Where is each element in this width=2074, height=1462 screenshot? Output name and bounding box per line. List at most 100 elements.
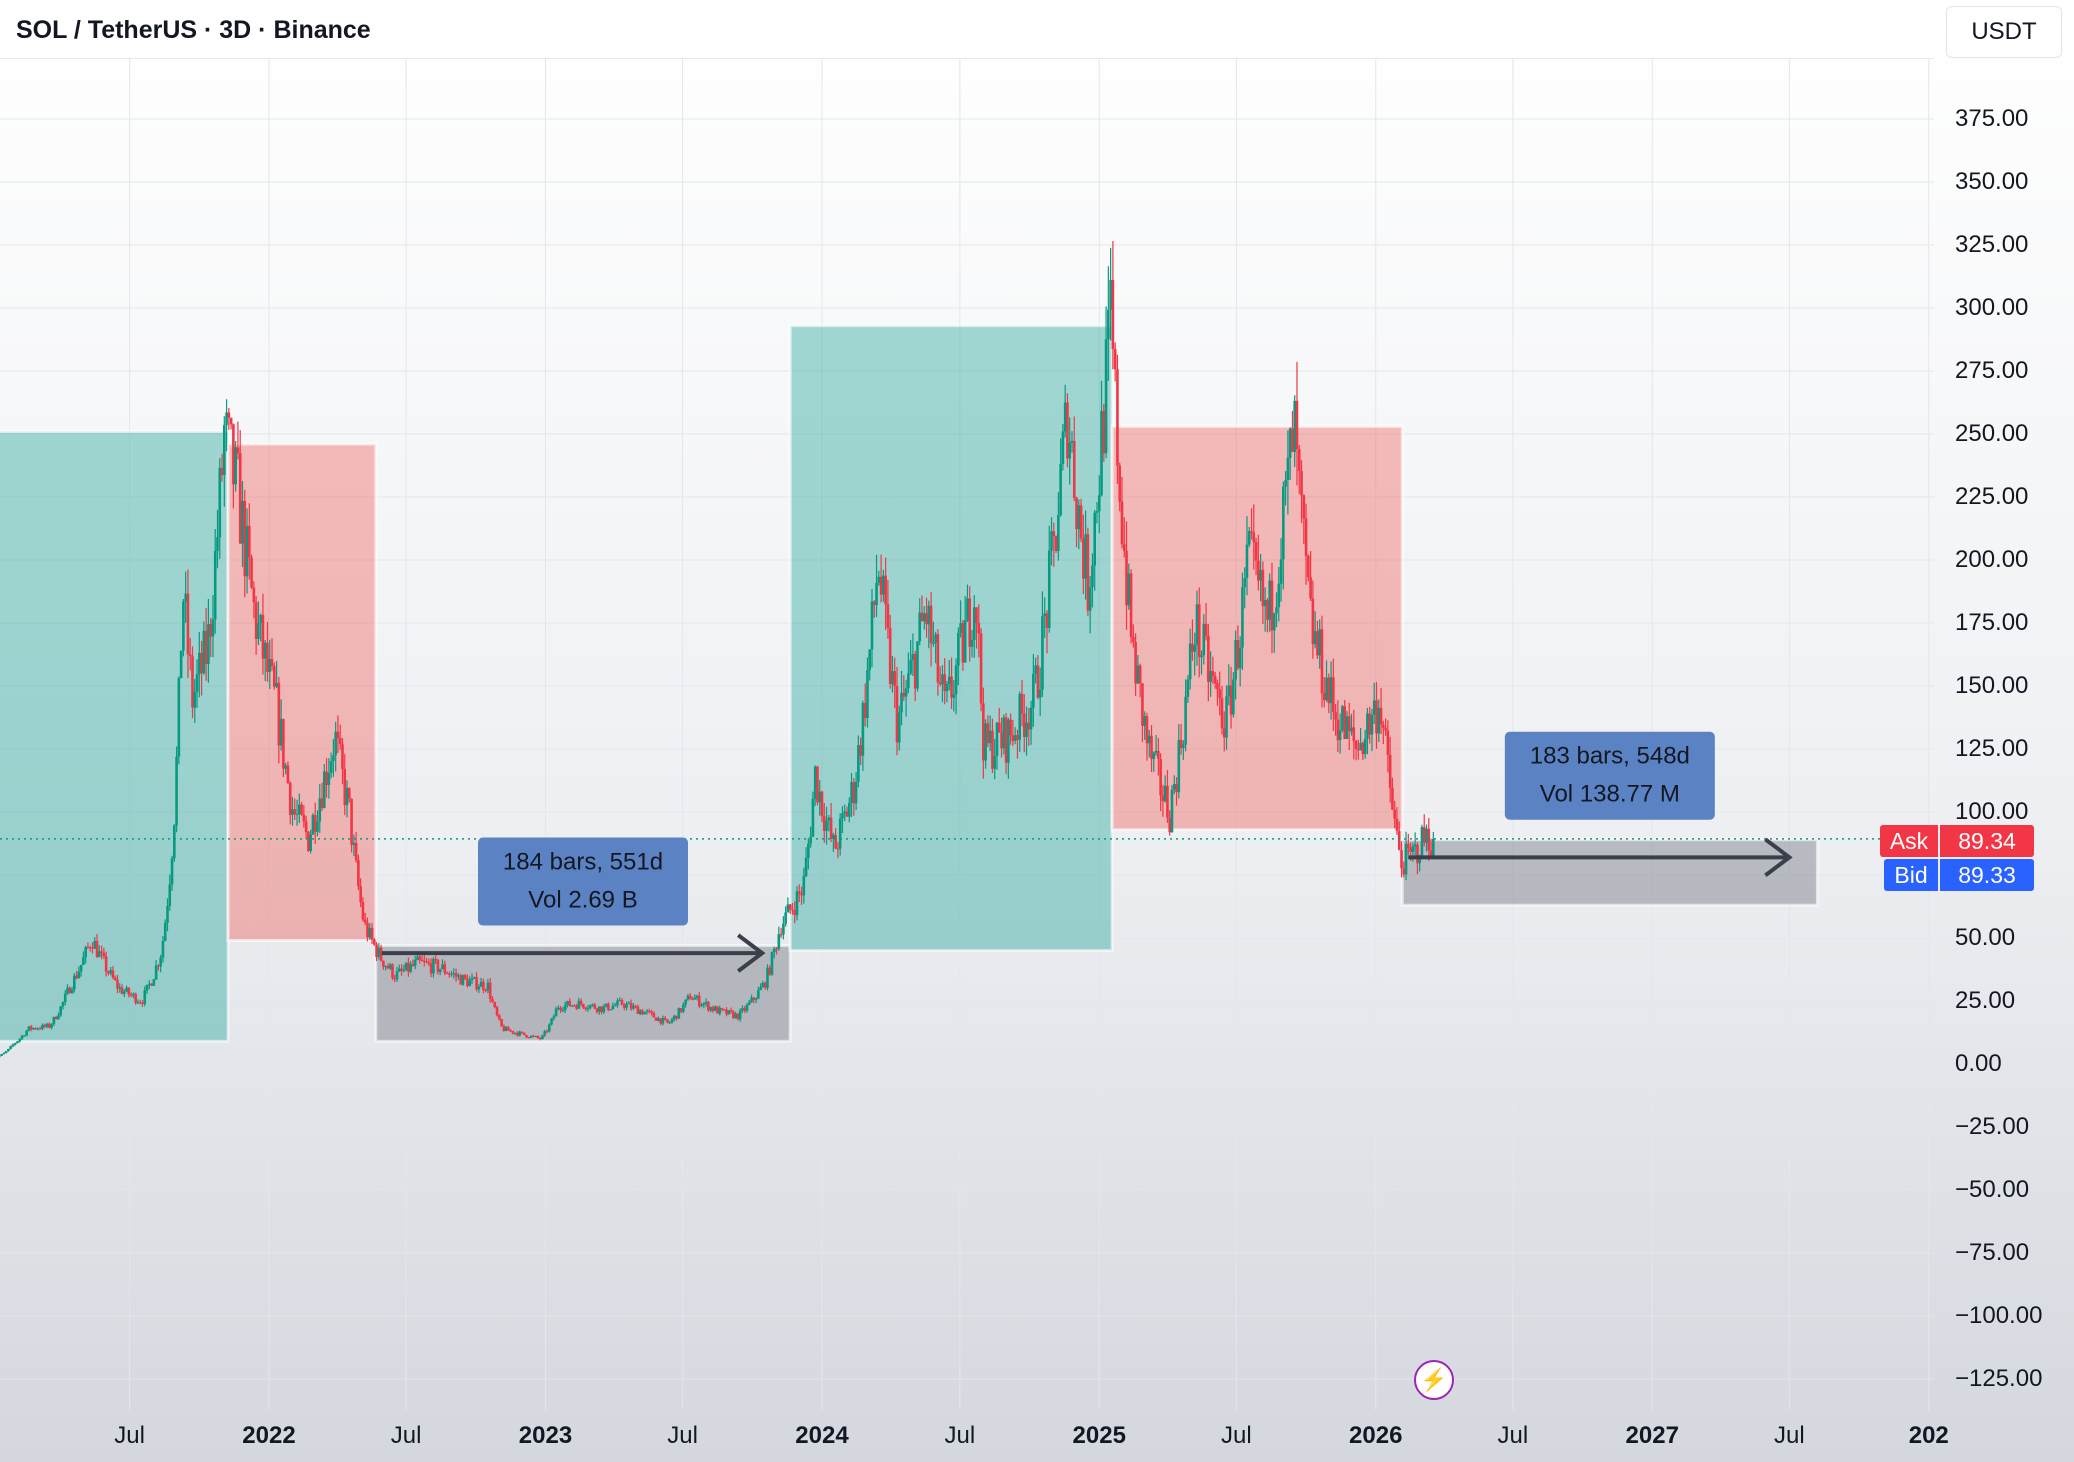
- candle: [466, 974, 469, 988]
- candle: [718, 1005, 722, 1016]
- candle: [1138, 663, 1142, 698]
- candle: [152, 978, 156, 986]
- candle: [1141, 683, 1144, 743]
- candle: [372, 938, 376, 946]
- candle: [1125, 521, 1128, 630]
- currency-button[interactable]: USDT: [1946, 6, 2062, 58]
- candle: [445, 971, 449, 975]
- candle: [1204, 602, 1208, 641]
- candle: [600, 1006, 603, 1015]
- candle: [1175, 777, 1178, 806]
- candle: [1327, 673, 1331, 714]
- candle: [23, 1035, 26, 1037]
- candle: [566, 1000, 569, 1008]
- candle: [463, 973, 467, 981]
- candle: [470, 973, 474, 985]
- candle: [832, 832, 835, 852]
- candle: [266, 621, 269, 682]
- candle: [707, 1000, 710, 1012]
- candle: [845, 806, 849, 818]
- candle: [275, 660, 278, 689]
- candles: [0, 241, 1435, 1058]
- candle: [1050, 517, 1053, 566]
- candle: [818, 780, 822, 816]
- candle: [125, 985, 128, 993]
- range-zone[interactable]: [1400, 838, 1819, 907]
- measure-tool[interactable]: 183 bars, 548d Vol 138.77 M: [1408, 731, 1793, 877]
- candle: [925, 597, 928, 638]
- candle: [782, 916, 785, 940]
- candle: [1320, 615, 1324, 708]
- candle: [947, 659, 951, 691]
- candle: [1082, 514, 1085, 595]
- candle: [813, 765, 817, 807]
- candle: [123, 989, 126, 998]
- candle: [1127, 563, 1131, 610]
- measure-tool[interactable]: 184 bars, 551d Vol 2.69 B: [381, 837, 766, 973]
- candle: [820, 790, 824, 823]
- candle: [1268, 573, 1272, 632]
- candle: [854, 771, 858, 810]
- candle: [743, 1005, 747, 1014]
- candle: [1100, 380, 1103, 497]
- candle: [382, 960, 385, 970]
- candle: [177, 676, 181, 765]
- candle: [200, 640, 203, 696]
- candle: [932, 621, 935, 647]
- candle: [1288, 427, 1292, 480]
- candle: [777, 926, 781, 951]
- candle: [1432, 831, 1435, 859]
- price-tick-label: 50.00: [1955, 924, 2016, 951]
- candle: [802, 867, 806, 904]
- candle: [972, 595, 976, 658]
- candle: [734, 1011, 737, 1019]
- candle: [1316, 620, 1319, 659]
- candle: [1186, 675, 1190, 703]
- time-tick-label: Jul: [944, 1422, 976, 1449]
- candle: [1197, 587, 1201, 678]
- candle: [757, 986, 760, 1000]
- candle: [586, 1004, 590, 1012]
- candle: [109, 967, 112, 976]
- candle: [45, 1022, 49, 1029]
- candle: [354, 832, 358, 863]
- candle: [1043, 597, 1047, 638]
- down-zone[interactable]: [1110, 424, 1404, 832]
- candle: [452, 968, 456, 979]
- up-zone[interactable]: [788, 324, 1114, 953]
- candle: [54, 1015, 58, 1020]
- candle: [979, 628, 983, 712]
- candle: [1102, 403, 1106, 462]
- candle: [91, 942, 94, 954]
- candle: [243, 489, 247, 598]
- lightning-icon[interactable]: ⚡: [1414, 1360, 1454, 1400]
- candle: [261, 593, 265, 675]
- candle: [950, 657, 953, 709]
- candle: [795, 886, 799, 921]
- candle: [352, 834, 356, 857]
- price-tick-label: 250.00: [1955, 420, 2029, 447]
- candle: [1225, 685, 1228, 750]
- candle: [1295, 361, 1299, 486]
- candle: [145, 984, 149, 994]
- candle: [298, 793, 301, 824]
- candle: [461, 974, 465, 986]
- candle: [325, 758, 328, 798]
- candle: [613, 1002, 617, 1007]
- candle: [411, 959, 415, 967]
- candle: [379, 944, 383, 962]
- candle: [1063, 384, 1067, 438]
- candle: [986, 715, 990, 748]
- down-zone[interactable]: [226, 442, 378, 943]
- candle: [393, 974, 397, 983]
- candle: [184, 571, 187, 623]
- candle: [107, 970, 110, 976]
- price-tick-label: 150.00: [1955, 672, 2029, 699]
- candle: [1136, 654, 1140, 684]
- candle: [652, 1011, 656, 1018]
- candle: [429, 958, 433, 978]
- candle: [68, 986, 72, 994]
- candle: [63, 990, 67, 1006]
- up-zone[interactable]: [0, 429, 230, 1043]
